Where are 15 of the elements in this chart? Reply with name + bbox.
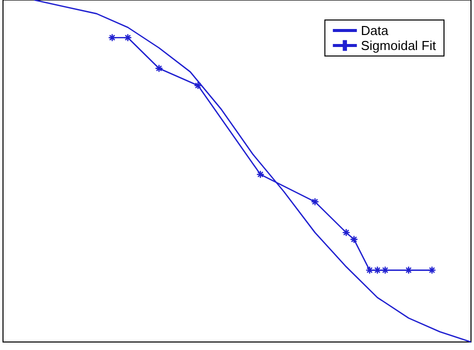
- point: [256, 170, 264, 179]
- legend-label: Data: [360, 23, 390, 38]
- point: [404, 266, 413, 274]
- point: [108, 34, 116, 42]
- point: [366, 266, 374, 274]
- point: [342, 228, 350, 237]
- point: [428, 266, 436, 274]
- point: [154, 64, 164, 72]
- point: [310, 198, 320, 206]
- point: [350, 235, 358, 244]
- point: [124, 34, 132, 42]
- point: [194, 81, 202, 90]
- point: [381, 266, 390, 274]
- point: [373, 266, 382, 274]
- legend-label: Sigmoidal Fit: [360, 38, 436, 53]
